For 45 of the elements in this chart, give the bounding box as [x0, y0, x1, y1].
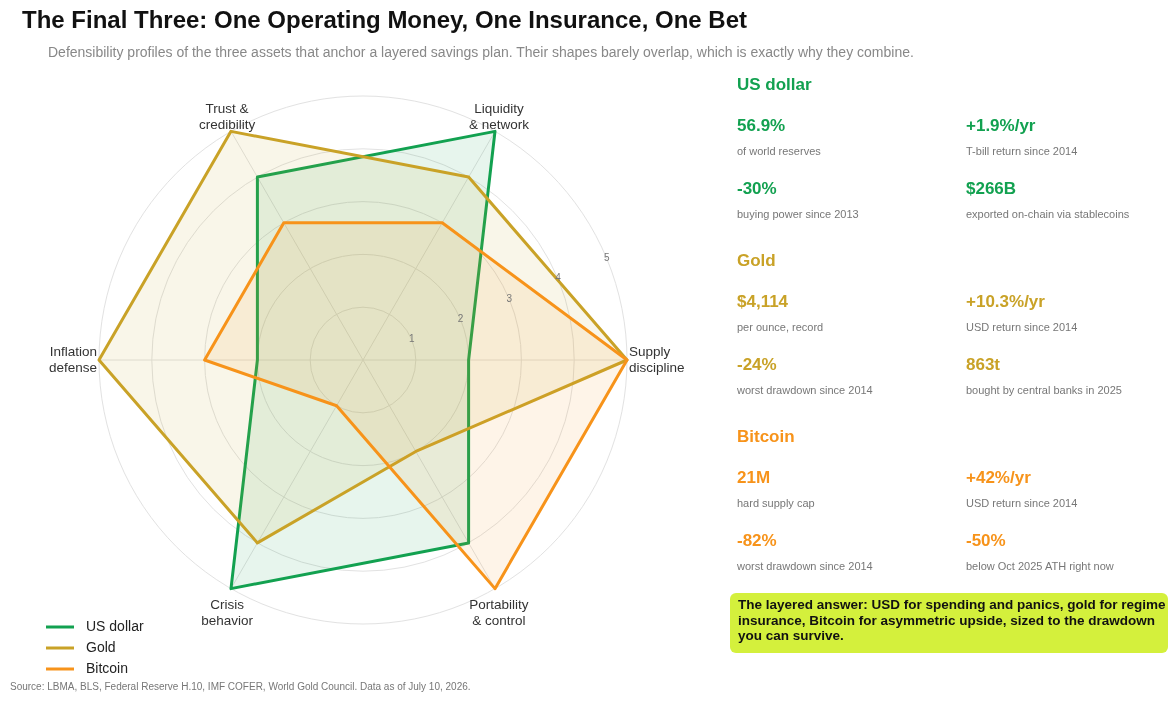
text: US dollar — [737, 75, 813, 95]
text: Bitcoin — [737, 427, 795, 447]
chart-subtitle: Defensibility profiles of the three assets that anchor a layered savings plan. Their shapes barely overlap, which is exactly why they combine. — [48, 44, 914, 60]
y-tick-label: 4 — [555, 272, 562, 284]
text: 21M — [737, 468, 771, 488]
text: -30% — [737, 179, 777, 199]
text: bought by central banks in 2025 — [966, 383, 1122, 396]
text: 56.9% — [737, 116, 786, 136]
text: -24% — [737, 355, 777, 375]
text: +1.9%/yr — [966, 116, 1036, 136]
spoke-label: Portability & control — [469, 597, 529, 629]
text: $4,114 — [737, 292, 789, 312]
text: USD return since 2014 — [966, 320, 1078, 333]
text: +42%/yr — [966, 468, 1032, 488]
text: below Oct 2025 ATH right now — [966, 559, 1114, 572]
y-tick-label: 2 — [457, 313, 464, 324]
text: 863t — [966, 355, 1001, 375]
spoke-label: Crisis behavior — [201, 597, 254, 629]
text: -50% — [966, 531, 1006, 551]
legend-label: Gold — [86, 638, 116, 655]
source-note: Source: LBMA, BLS, Federal Reserve H.10, IMF COFER, World Gold Council. Data as of July 10, 2026. — [10, 681, 471, 692]
spoke-label: Supply discipline — [628, 343, 685, 375]
text: buying power since 2013 — [737, 207, 859, 220]
text: USD return since 2014 — [966, 496, 1078, 509]
text: hard supply cap — [737, 496, 815, 509]
spoke-label: Trust & credibility — [198, 100, 256, 132]
text: worst drawdown since 2014 — [736, 559, 873, 572]
y-tick-label: 1 — [408, 333, 415, 345]
text: per ounce, record — [737, 320, 824, 333]
legend-label: US dollar — [86, 617, 144, 634]
y-tick-label: 5 — [603, 252, 610, 264]
text: The layered answer: USD for spending and panics, gold for regime insurance, Bitcoin for asymmetric upside, sized to the drawdown you can survive. — [738, 597, 1167, 643]
text: +10.3%/yr — [966, 292, 1046, 312]
chart-title: The Final Three: One Operating Money, One Insurance, One Bet — [22, 6, 748, 33]
text: T-bill return since 2014 — [966, 144, 1078, 157]
legend-label: Bitcoin — [86, 659, 129, 676]
text: -82% — [737, 531, 777, 551]
text: worst drawdown since 2014 — [736, 383, 873, 396]
text: exported on-chain via stablecoins — [966, 207, 1130, 220]
text: Gold — [737, 251, 776, 271]
text: of world reserves — [737, 144, 822, 157]
spoke-label: Liquidity & network — [468, 100, 530, 132]
y-tick-label: 3 — [506, 292, 513, 304]
spoke-label: Inflation defense — [49, 343, 98, 375]
text: $266B — [966, 179, 1017, 199]
